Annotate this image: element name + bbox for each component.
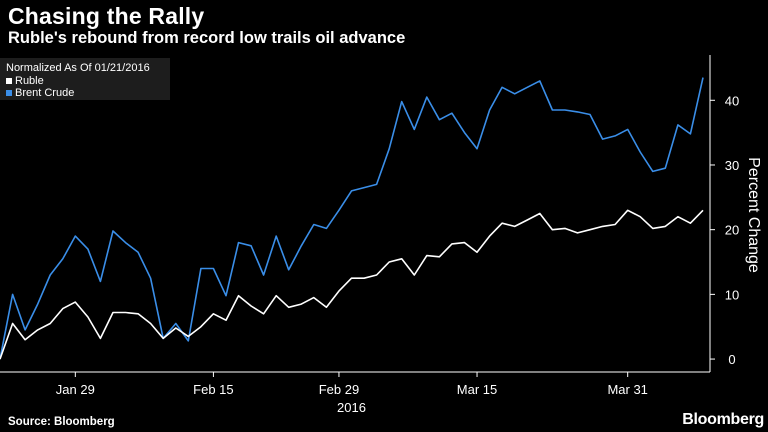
y-tick-label: 20 bbox=[725, 223, 739, 238]
series-lines bbox=[0, 77, 704, 360]
legend-item-ruble: Ruble bbox=[6, 75, 44, 87]
y-axis-label: Percent Change bbox=[745, 157, 762, 273]
source-note: Source: Bloomberg bbox=[8, 416, 115, 428]
legend-item-brent: Brent Crude bbox=[6, 87, 74, 99]
series-line-ruble bbox=[0, 209, 704, 360]
legend: Normalized As Of 01/21/2016 Ruble Brent … bbox=[0, 58, 170, 100]
x-tick-label: Mar 31 bbox=[607, 382, 647, 397]
y-tick-label: 40 bbox=[725, 93, 739, 108]
legend-label-brent: Brent Crude bbox=[15, 87, 75, 99]
legend-swatch-ruble bbox=[6, 78, 12, 84]
x-tick-label: Feb 29 bbox=[319, 382, 359, 397]
bloomberg-logo: Bloomberg bbox=[682, 411, 764, 428]
y-tick-label: 0 bbox=[728, 352, 735, 367]
x-tick-label: Feb 15 bbox=[193, 382, 233, 397]
x-year-label: 2016 bbox=[337, 400, 366, 415]
y-tick-label: 10 bbox=[725, 287, 739, 302]
legend-swatch-brent bbox=[6, 90, 12, 96]
y-axis: 0 10 20 30 40 bbox=[709, 55, 739, 372]
chart-title: Chasing the Rally bbox=[8, 3, 205, 29]
series-line-brent-crude bbox=[0, 77, 704, 360]
legend-label-ruble: Ruble bbox=[15, 75, 44, 87]
x-axis: Jan 29 Feb 15 Feb 29 Mar 15 Mar 31 2016 bbox=[0, 371, 710, 415]
chart-subtitle: Ruble's rebound from record low trails o… bbox=[8, 29, 406, 47]
legend-note: Normalized As Of 01/21/2016 bbox=[6, 62, 150, 74]
x-tick-label: Jan 29 bbox=[56, 382, 95, 397]
x-tick-label: Mar 15 bbox=[457, 382, 497, 397]
y-tick-label: 30 bbox=[725, 158, 739, 173]
